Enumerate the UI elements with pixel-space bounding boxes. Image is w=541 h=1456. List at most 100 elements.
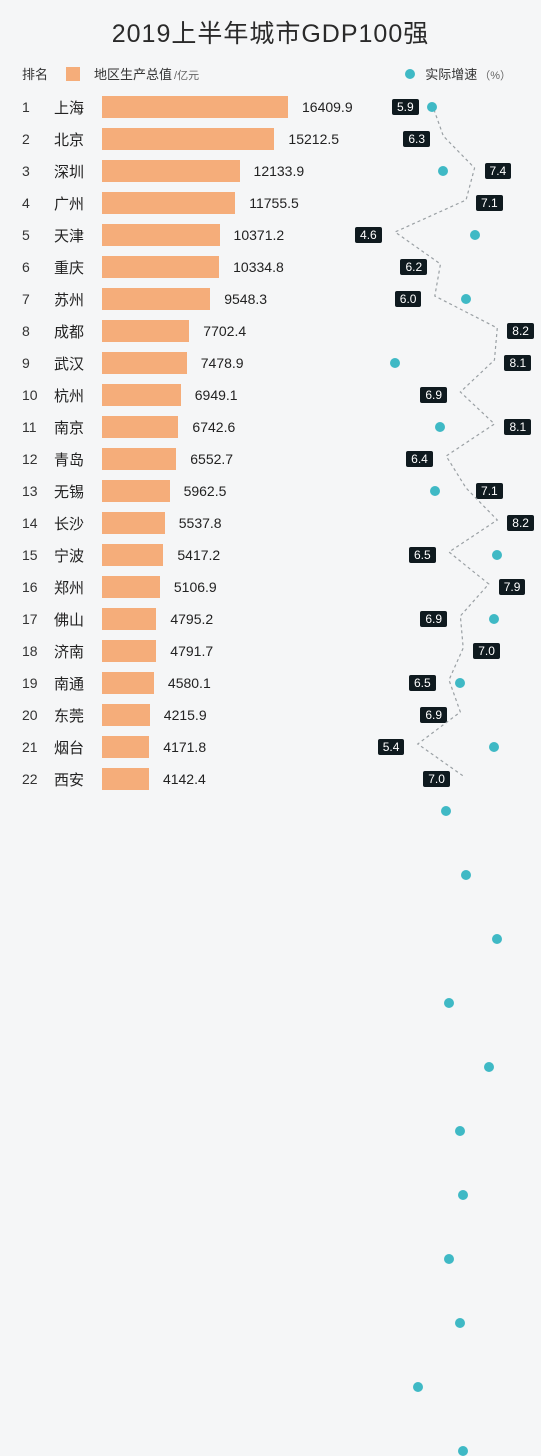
growth-badge: 7.0 — [423, 771, 450, 787]
table-row: 14长沙5537.88.2 — [0, 507, 541, 539]
gdp-value: 10371.2 — [234, 227, 304, 243]
table-row: 22西安4142.47.0 — [0, 763, 541, 795]
gdp-bar — [102, 544, 163, 566]
table-row: 13无锡5962.57.1 — [0, 475, 541, 507]
growth-marker — [484, 1062, 494, 1072]
growth-marker — [390, 358, 400, 368]
growth-badge: 7.9 — [499, 579, 526, 595]
rank-cell: 4 — [22, 195, 54, 211]
growth-badge: 6.9 — [420, 611, 447, 627]
rank-cell: 15 — [22, 547, 54, 563]
growth-badge: 8.1 — [504, 355, 531, 371]
city-cell: 南通 — [54, 673, 102, 694]
gdp-value: 4142.4 — [163, 771, 233, 787]
growth-marker — [427, 102, 437, 112]
gdp-bar — [102, 608, 156, 630]
gdp-bar — [102, 768, 149, 790]
city-cell: 深圳 — [54, 161, 102, 182]
rank-cell: 19 — [22, 675, 54, 691]
rank-cell: 6 — [22, 259, 54, 275]
table-row: 10杭州 6949.1 6.9 — [0, 379, 541, 411]
legend-growth-text: 实际增速 — [425, 67, 477, 82]
growth-badge: 6.3 — [403, 131, 430, 147]
city-cell: 长沙 — [54, 513, 102, 534]
legend-dot-swatch — [405, 69, 415, 79]
gdp-value: 10334.8 — [233, 259, 303, 275]
rank-cell: 16 — [22, 579, 54, 595]
growth-marker — [458, 1190, 468, 1200]
table-row: 9武汉7478.98.1 — [0, 347, 541, 379]
rank-cell: 14 — [22, 515, 54, 531]
city-cell: 杭州 — [54, 385, 102, 406]
growth-marker — [430, 486, 440, 496]
city-cell: 宁波 — [54, 545, 102, 566]
city-cell: 天津 — [54, 225, 102, 246]
growth-badge: 5.9 — [392, 99, 419, 115]
rows-container: 1上海16409.95.92北京15212.56.33深圳12133.97.44… — [0, 91, 541, 795]
growth-marker — [455, 1126, 465, 1136]
city-cell: 上海 — [54, 97, 102, 118]
gdp-bar — [102, 736, 149, 758]
table-row: 6重庆10334.86.2 — [0, 251, 541, 283]
rank-cell: 20 — [22, 707, 54, 723]
legend-growth-unit: （%） — [479, 70, 511, 82]
table-row: 1上海16409.95.9 — [0, 91, 541, 123]
gdp-bar — [102, 160, 240, 182]
table-row: 11南京6742.68.1 — [0, 411, 541, 443]
table-row: 7苏州9548.36.0 — [0, 283, 541, 315]
growth-badge: 6.5 — [409, 675, 436, 691]
growth-marker — [413, 1382, 423, 1392]
table-row: 18济南4791.77.0 — [0, 635, 541, 667]
growth-badge: 7.1 — [476, 483, 503, 499]
growth-badge: 8.2 — [507, 515, 534, 531]
rank-cell: 2 — [22, 131, 54, 147]
table-row: 5天津10371.24.6 — [0, 219, 541, 251]
rank-cell: 21 — [22, 739, 54, 755]
gdp-bar — [102, 96, 288, 118]
table-row: 8成都7702.48.2 — [0, 315, 541, 347]
gdp-bar — [102, 704, 150, 726]
table-row: 17佛山4795.26.9 — [0, 603, 541, 635]
gdp-bar — [102, 256, 219, 278]
gdp-value: 5106.9 — [174, 579, 244, 595]
table-row: 12青岛6552.76.4 — [0, 443, 541, 475]
city-cell: 郑州 — [54, 577, 102, 598]
gdp-value: 9548.3 — [224, 291, 294, 307]
gdp-value: 6552.7 — [190, 451, 260, 467]
growth-badge: 6.5 — [409, 547, 436, 563]
rank-cell: 9 — [22, 355, 54, 371]
table-row: 20东莞4215.96.9 — [0, 699, 541, 731]
city-cell: 济南 — [54, 641, 102, 662]
gdp-bar — [102, 640, 156, 662]
growth-badge: 4.6 — [355, 227, 382, 243]
gdp-bar — [102, 672, 154, 694]
city-cell: 苏州 — [54, 289, 102, 310]
table-row: 3深圳12133.97.4 — [0, 155, 541, 187]
legend-rank: 排名 — [22, 64, 66, 83]
table-row: 21烟台4171.85.4 — [0, 731, 541, 763]
growth-marker — [444, 1254, 454, 1264]
chart-title: 2019上半年城市GDP100强 — [0, 0, 541, 60]
city-cell: 青岛 — [54, 449, 102, 470]
gdp-bar — [102, 128, 274, 150]
growth-badge: 6.9 — [420, 387, 447, 403]
rank-cell: 18 — [22, 643, 54, 659]
city-cell: 武汉 — [54, 353, 102, 374]
gdp-value: 6949.1 — [195, 387, 265, 403]
growth-marker — [461, 294, 471, 304]
gdp-value: 16409.9 — [302, 99, 372, 115]
gdp-bar — [102, 448, 176, 470]
gdp-bar — [102, 576, 160, 598]
legend-gdp-label: 地区生产总值/亿元 — [94, 64, 199, 83]
gdp-value: 6742.6 — [192, 419, 262, 435]
growth-marker — [458, 1446, 468, 1456]
city-cell: 烟台 — [54, 737, 102, 758]
table-row: 15宁波5417.26.5 — [0, 539, 541, 571]
growth-badge: 8.1 — [504, 419, 531, 435]
table-row: 4广州11755.57.1 — [0, 187, 541, 219]
growth-badge: 7.1 — [476, 195, 503, 211]
rank-cell: 8 — [22, 323, 54, 339]
rank-cell: 3 — [22, 163, 54, 179]
city-cell: 无锡 — [54, 481, 102, 502]
rank-cell: 10 — [22, 387, 54, 403]
